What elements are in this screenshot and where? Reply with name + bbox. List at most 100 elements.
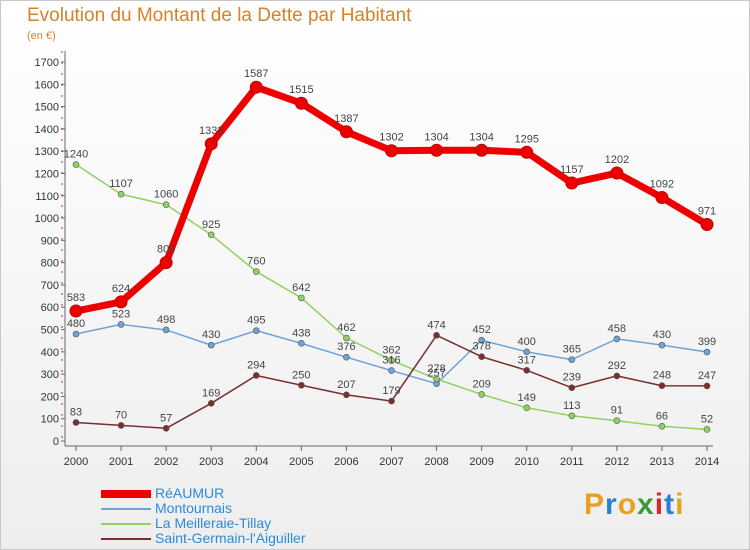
- x-tick-label: 2000: [64, 456, 88, 468]
- data-label: 365: [563, 344, 581, 356]
- data-point: [343, 353, 350, 361]
- legend-label: Montournais: [155, 500, 233, 516]
- data-label: 971: [698, 206, 716, 218]
- data-point: [162, 201, 170, 208]
- data-point: [475, 143, 489, 157]
- y-tick-label: 1100: [35, 191, 59, 203]
- data-label: 523: [112, 308, 130, 320]
- data-point: [703, 382, 711, 390]
- y-tick-label: 500: [41, 325, 59, 337]
- data-point: [343, 334, 350, 342]
- data-label: 430: [202, 329, 220, 341]
- data-label: 247: [698, 370, 716, 382]
- data-label: 169: [202, 387, 220, 399]
- data-point: [207, 341, 215, 349]
- y-tick-label: 100: [41, 414, 59, 426]
- data-point: [703, 348, 711, 356]
- data-point: [433, 332, 440, 339]
- data-label: 1387: [334, 113, 358, 125]
- data-label: 70: [115, 409, 127, 421]
- data-point: [658, 382, 666, 390]
- y-tick-label: 1200: [35, 168, 59, 180]
- data-label: 462: [337, 322, 355, 334]
- data-point: [430, 143, 444, 157]
- x-tick-label: 2011: [560, 456, 584, 468]
- legend-label: Saint-Germain-l'Aiguiller: [155, 530, 306, 546]
- data-label: 1333: [199, 125, 223, 137]
- data-label: 378: [472, 341, 490, 353]
- data-point: [658, 422, 666, 430]
- logo-letter: P: [584, 488, 606, 521]
- legend-item: Saint-Germain-l'Aiguiller: [101, 531, 306, 546]
- data-point: [207, 400, 215, 407]
- data-label: 179: [382, 385, 400, 397]
- data-point: [478, 391, 485, 398]
- data-point: [610, 166, 624, 180]
- data-label: 452: [472, 324, 490, 336]
- y-tick-label: 1700: [35, 57, 59, 69]
- data-label: 278: [427, 363, 445, 375]
- data-point: [565, 176, 579, 190]
- data-point: [72, 330, 80, 338]
- data-point: [207, 231, 215, 239]
- data-label: 1304: [469, 131, 493, 143]
- y-tick-label: 800: [41, 258, 59, 270]
- data-label: 317: [518, 354, 536, 366]
- logo-letter: x: [637, 488, 655, 521]
- data-point: [655, 191, 669, 205]
- data-point: [523, 367, 531, 374]
- data-label: 583: [67, 292, 85, 304]
- data-label: 438: [292, 327, 310, 339]
- logo-letter: o: [617, 488, 638, 521]
- x-tick-label: 2005: [289, 456, 313, 468]
- x-tick-label: 2008: [424, 456, 448, 468]
- legend-item: RéAUMUR: [101, 486, 306, 501]
- x-tick-label: 2002: [154, 456, 178, 468]
- y-tick-label: 600: [41, 302, 59, 314]
- data-label: 642: [292, 282, 310, 294]
- data-label: 376: [337, 341, 355, 353]
- data-point: [568, 384, 576, 392]
- data-label: 800: [157, 244, 175, 256]
- proxiti-logo: Proxiti: [584, 488, 684, 522]
- data-point: [162, 424, 170, 432]
- data-point: [159, 256, 173, 270]
- logo-letter: t: [664, 488, 676, 521]
- data-label: 399: [698, 336, 716, 348]
- data-label: 400: [518, 336, 536, 348]
- data-label: 474: [427, 319, 445, 331]
- data-label: 362: [382, 344, 400, 356]
- y-tick-label: 1500: [35, 102, 59, 114]
- legend-item: Montournais: [101, 501, 306, 516]
- legend-label: RéAUMUR: [155, 485, 225, 501]
- data-label: 207: [337, 379, 355, 391]
- data-label: 498: [157, 314, 175, 326]
- data-label: 113: [563, 400, 581, 412]
- data-point: [478, 353, 485, 361]
- data-label: 458: [608, 323, 626, 335]
- legend-swatch: [101, 507, 151, 510]
- data-point: [388, 356, 395, 364]
- data-label: 1304: [424, 131, 448, 143]
- y-tick-label: 400: [41, 347, 59, 359]
- data-point: [523, 348, 531, 356]
- data-label: 1515: [289, 84, 313, 96]
- data-label: 66: [656, 410, 668, 422]
- data-label: 294: [247, 359, 265, 371]
- data-point: [117, 190, 125, 198]
- data-label: 1587: [244, 68, 268, 80]
- data-label: 57: [160, 412, 172, 424]
- data-point: [252, 372, 260, 379]
- data-point: [523, 404, 531, 412]
- y-tick-label: 300: [41, 369, 59, 381]
- legend-label: La Meilleraie-Tillay: [155, 515, 272, 531]
- x-tick-label: 2010: [514, 456, 538, 468]
- data-label: 52: [701, 413, 713, 425]
- data-point: [298, 381, 305, 389]
- chart-title: Evolution du Montant de la Dette par Hab…: [27, 5, 412, 26]
- x-tick-label: 2007: [379, 456, 403, 468]
- data-point: [252, 268, 260, 275]
- logo-letter: r: [605, 488, 618, 521]
